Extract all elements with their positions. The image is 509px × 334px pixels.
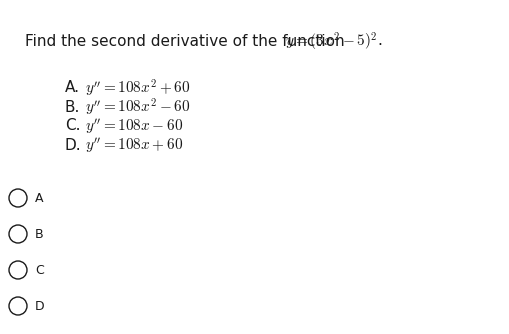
Text: C: C <box>35 264 44 277</box>
Text: $y = (3x^2 - 5)^2$.: $y = (3x^2 - 5)^2$. <box>285 31 382 53</box>
Text: D.: D. <box>65 138 81 153</box>
Text: $y'' = 108x^2 + 60$: $y'' = 108x^2 + 60$ <box>85 77 190 99</box>
Text: $y'' = 108x - 60$: $y'' = 108x - 60$ <box>85 117 183 136</box>
Text: $y'' = 108x^2 - 60$: $y'' = 108x^2 - 60$ <box>85 97 190 118</box>
Text: B.: B. <box>65 100 80 115</box>
Text: C.: C. <box>65 119 80 134</box>
Text: A.: A. <box>65 80 80 96</box>
Text: A: A <box>35 191 43 204</box>
Text: Find the second derivative of the function: Find the second derivative of the functi… <box>25 34 349 49</box>
Text: $y'' = 108x + 60$: $y'' = 108x + 60$ <box>85 135 183 155</box>
Text: D: D <box>35 300 45 313</box>
Text: B: B <box>35 227 44 240</box>
